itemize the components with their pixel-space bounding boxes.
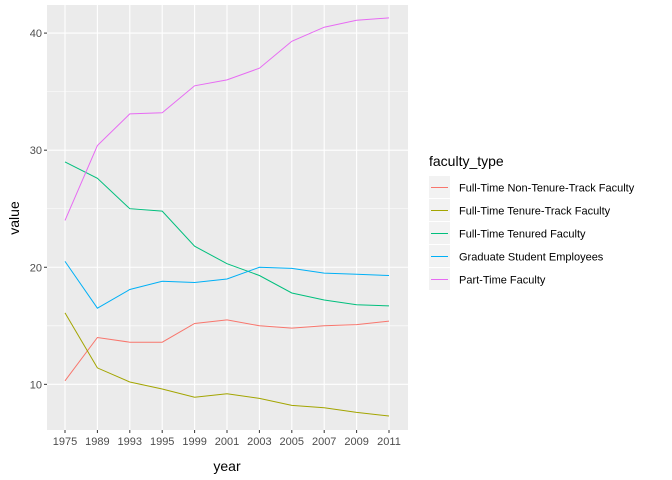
series-line (64, 312, 390, 417)
y-tick-label: 30 (30, 145, 42, 157)
x-tick-label: 1995 (150, 436, 174, 448)
y-tick-label: 40 (30, 28, 42, 40)
x-axis-title: year (213, 458, 241, 474)
x-tick-label: 2001 (215, 436, 239, 448)
x-tick-label: 1999 (182, 436, 206, 448)
y-axis-title: value (6, 201, 22, 235)
x-tick-label: 1989 (85, 436, 109, 448)
x-tick-label: 2005 (280, 436, 304, 448)
legend-label: Graduate Student Employees (459, 252, 604, 264)
x-tick-label: 1975 (53, 436, 77, 448)
series-line (64, 261, 390, 309)
series-line (64, 161, 390, 307)
major-gridlines (47, 5, 408, 430)
x-tick-label: 2011 (377, 436, 401, 448)
series-lines (64, 17, 390, 417)
legend-label: Full-Time Tenured Faculty (459, 229, 586, 241)
legend-items: Full-Time Non-Tenure-Track Faculty Full-T… (429, 176, 635, 290)
x-tick-label: 2003 (247, 436, 271, 448)
series-line (64, 319, 390, 382)
x-axis: 1975 1989 1993 1995 1999 2001 2003 2005 2007 2009… (53, 430, 401, 448)
y-axis: 10 20 30 40 (30, 28, 47, 391)
x-tick-label: 2007 (312, 436, 336, 448)
legend: faculty_type Full-Time Non-Tenure-Track … (429, 153, 635, 290)
legend-label: Full-Time Tenure-Track Faculty (459, 206, 611, 218)
series-line (64, 17, 390, 221)
legend-label: Full-Time Non-Tenure-Track Faculty (459, 183, 635, 195)
y-tick-label: 20 (30, 262, 42, 274)
x-tick-label: 1993 (118, 436, 142, 448)
y-tick-label: 10 (30, 379, 42, 391)
x-tick-label: 2009 (344, 436, 368, 448)
legend-title: faculty_type (429, 153, 504, 169)
legend-label: Part-Time Faculty (459, 275, 546, 287)
